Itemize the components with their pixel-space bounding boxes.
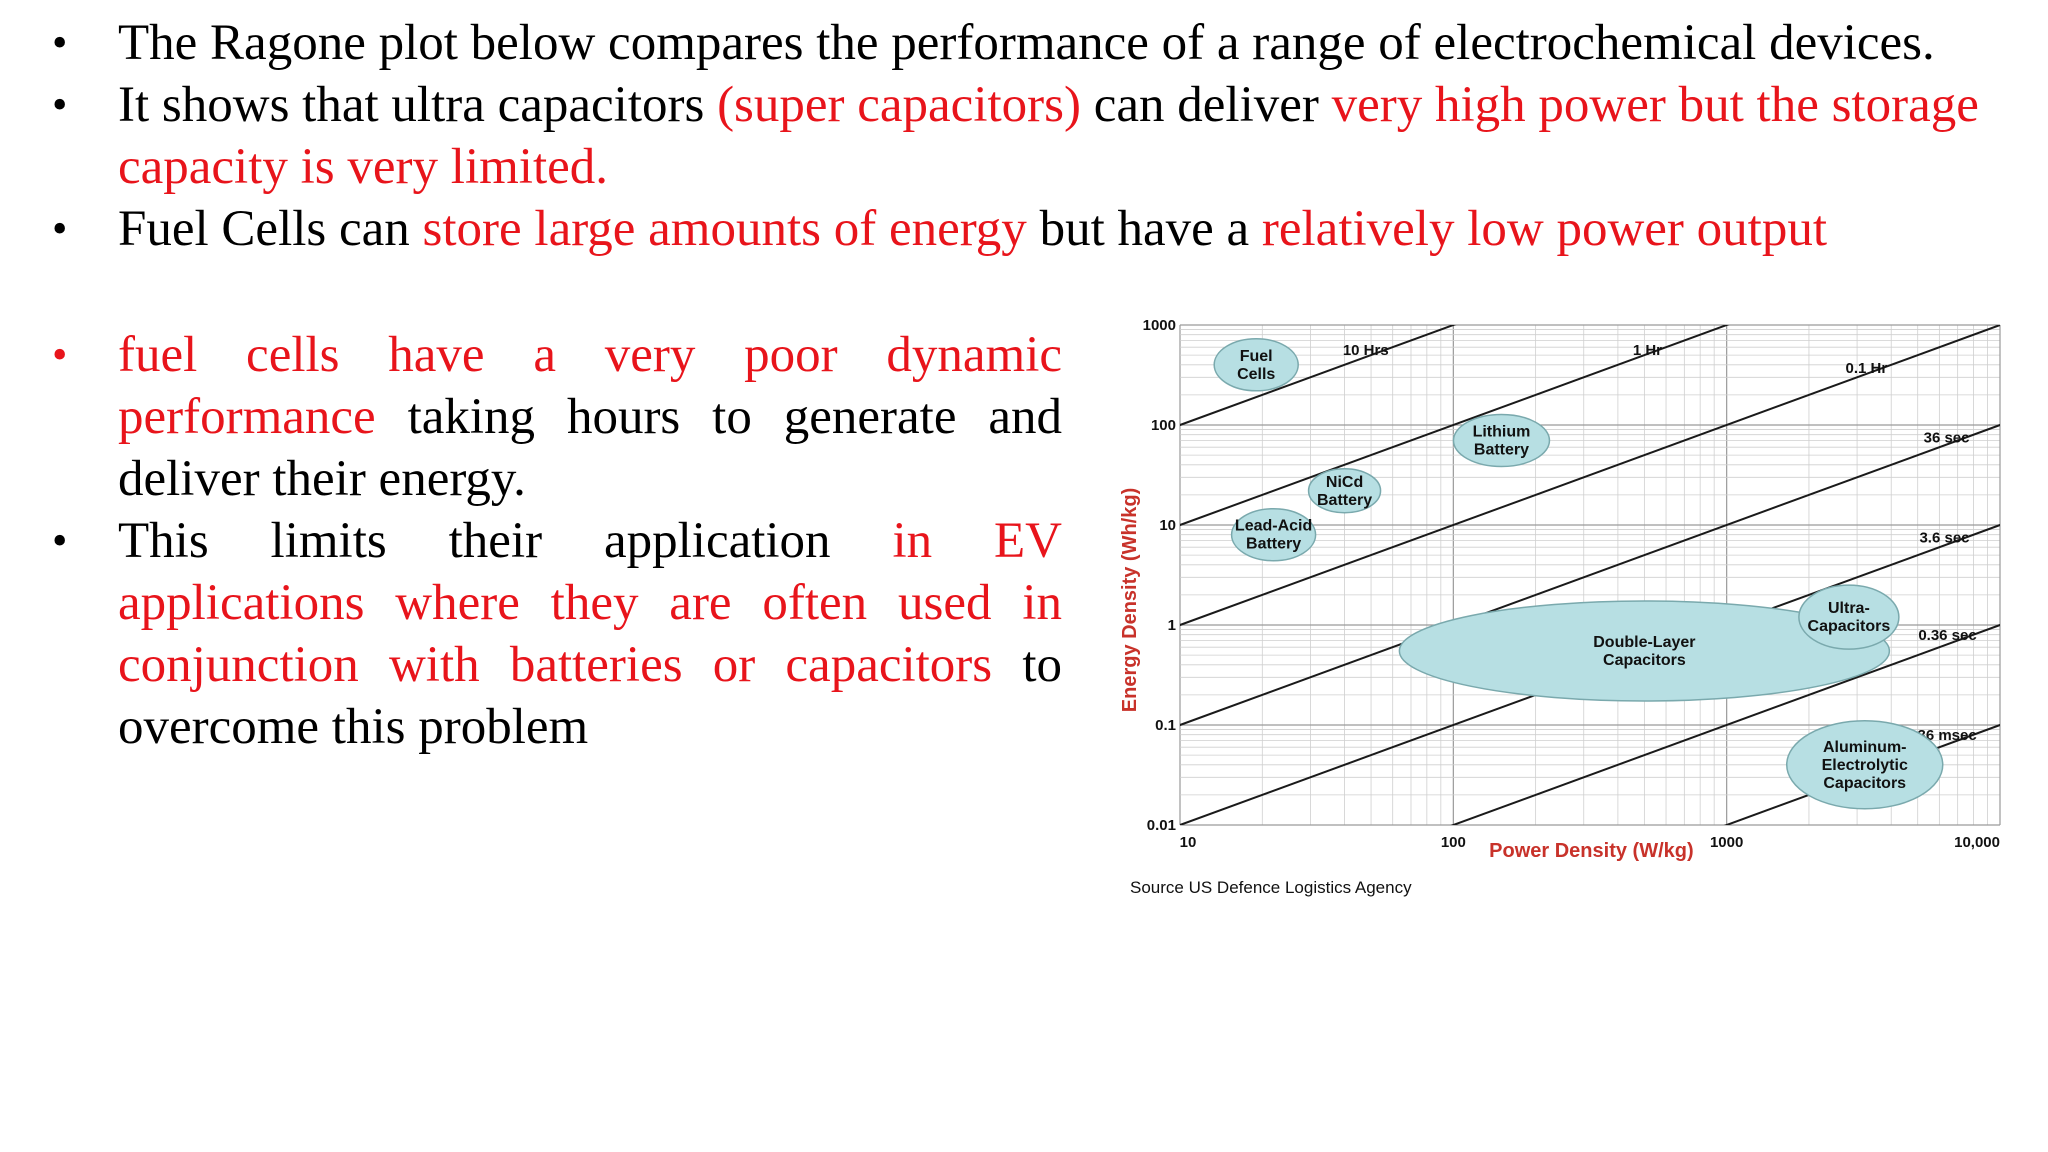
region-label: Battery <box>1246 536 1301 553</box>
region-label: Aluminum- <box>1823 739 1907 756</box>
bullet-icon: • <box>52 330 68 379</box>
y-axis-title: Energy Density (Wh/kg) <box>1119 488 1141 712</box>
time-line-label: 0.1 Hr <box>1846 360 1888 377</box>
bullet-text-emphasis: (super capacitors) <box>717 77 1081 133</box>
bullet-item: • It shows that ultra capacitors (super c… <box>52 74 2012 198</box>
bullet-item: • The Ragone plot below compares the perf… <box>52 12 2012 74</box>
y-tick-label: 1000 <box>1143 317 1176 334</box>
time-line <box>1180 325 2000 627</box>
time-line <box>1180 523 2000 825</box>
time-line-label: 0.36 sec <box>1918 627 1976 644</box>
region-label: Capacitors <box>1823 775 1906 792</box>
region-label: Capacitors <box>1603 652 1686 669</box>
region-label: Electrolytic <box>1822 757 1908 774</box>
region-ellipse <box>1213 338 1299 392</box>
bullet-text: It shows that ultra capacitors <box>118 77 718 133</box>
bullet-text-emphasis: store large amounts of energy <box>422 201 1027 257</box>
region-label: Double-Layer <box>1593 634 1695 651</box>
bullet-text: but have a <box>1026 201 1262 257</box>
bullet-text-emphasis: relatively low power output <box>1261 201 1827 257</box>
x-tick-label: 10 <box>1180 834 1197 851</box>
y-tick-label: 0.1 <box>1155 717 1176 734</box>
x-tick-label: 100 <box>1441 834 1466 851</box>
region-label: Lead-Acid <box>1235 518 1312 535</box>
region-ellipse <box>1785 720 1944 810</box>
y-tick-label: 10 <box>1159 517 1176 534</box>
bullet-text: Fuel Cells can <box>118 201 423 257</box>
bullet-text: This limits their application <box>118 513 893 569</box>
region-ellipse <box>1230 507 1317 562</box>
time-line-label: 36 msec <box>1917 727 1976 744</box>
x-tick-label: 10,000 <box>1954 834 2000 851</box>
time-line-label: 10 Hrs <box>1343 342 1389 359</box>
source-caption: Source US Defence Logistics Agency <box>1130 878 1412 897</box>
x-tick-label: 1000 <box>1710 834 1743 851</box>
bullet-icon: • <box>52 204 68 253</box>
bullet-text: taking hours to generate and deliver the… <box>118 389 1062 507</box>
bullet-text: can deliver <box>1080 77 1332 133</box>
y-tick-label: 1 <box>1168 617 1176 634</box>
region-label: Cells <box>1237 366 1275 383</box>
region-label: Battery <box>1474 441 1529 458</box>
bullet-item: • This limits their application in EV app… <box>52 510 1062 758</box>
region-ellipse <box>1398 600 1891 702</box>
ragone-plot-svg: 10 Hrs 1 Hr 0.1 Hr 36 sec 3.6 sec 0.36 sec 36 … <box>1119 317 2001 897</box>
time-line-label: 36 sec <box>1924 430 1970 447</box>
region-label: Battery <box>1317 492 1372 509</box>
bullet-text-emphasis: in EV applications where they are often … <box>118 513 1062 693</box>
time-line-label: 1 Hr <box>1633 342 1662 359</box>
bullet-text-emphasis: very high power but the storage capacity… <box>118 77 1979 195</box>
bullet-icon: • <box>52 516 68 565</box>
region-label: Fuel <box>1240 348 1273 365</box>
region-label: Lithium <box>1473 423 1531 440</box>
left-bullet-list: • fuel cells have a very poor dynamic per… <box>52 324 1062 758</box>
ragone-plot: 10 Hrs 1 Hr 0.1 Hr 36 sec 3.6 sec 0.36 sec 36 … <box>1100 305 2020 905</box>
top-bullet-list: • The Ragone plot below compares the perf… <box>52 12 2012 260</box>
bullet-text: to overcome this problem <box>118 637 1062 755</box>
region-ellipse <box>1307 468 1382 514</box>
bullet-item: • fuel cells have a very poor dynamic per… <box>52 324 1062 510</box>
y-tick-label: 0.01 <box>1147 817 1176 834</box>
bullet-text: The Ragone plot below compares the perfo… <box>118 15 1935 71</box>
region-label: Ultra- <box>1828 600 1870 617</box>
bullet-icon: • <box>52 80 68 129</box>
y-tick-label: 100 <box>1151 417 1176 434</box>
bullet-item: • Fuel Cells can store large amounts of e… <box>52 198 2012 260</box>
x-axis-title: Power Density (W/kg) <box>1489 840 1693 862</box>
time-line <box>1180 325 1730 527</box>
region-label: Capacitors <box>1808 618 1891 635</box>
bullet-icon: • <box>52 18 68 67</box>
time-line <box>1450 623 2000 825</box>
region-label: NiCd <box>1326 474 1363 491</box>
region-ellipse <box>1798 584 1900 650</box>
time-line-label: 3.6 sec <box>1919 530 1969 547</box>
bullet-text-emphasis: fuel cells have a very poor dynamic perf… <box>118 327 1062 445</box>
region-ellipse <box>1452 413 1551 468</box>
